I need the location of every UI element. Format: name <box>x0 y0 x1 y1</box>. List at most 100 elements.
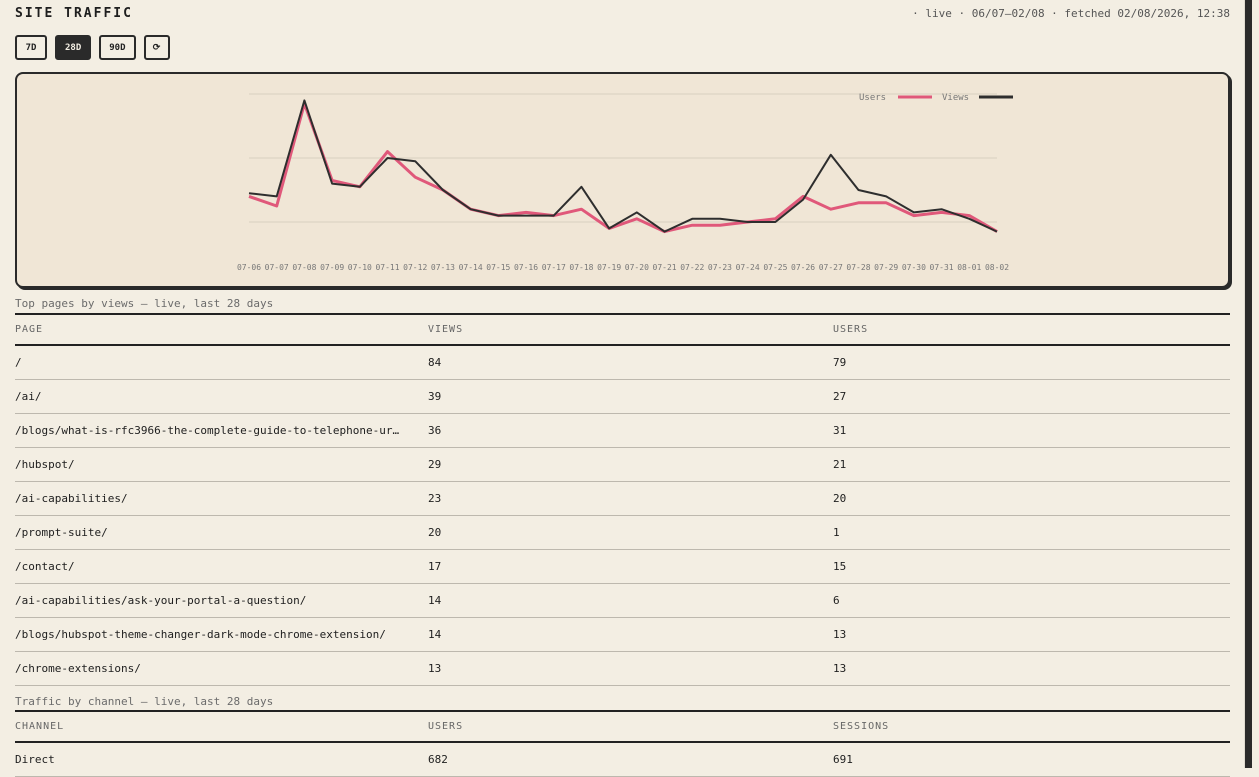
x-tick-label: 07-08 <box>292 263 316 272</box>
x-tick-label: 07-23 <box>708 263 732 272</box>
table-row: Direct 682 691 <box>15 742 1230 777</box>
page-path-cell: /blogs/hubspot-theme-changer-dark-mode-c… <box>15 617 428 652</box>
x-tick-label: 07-30 <box>902 263 926 272</box>
x-tick-label: 07-31 <box>930 263 954 272</box>
views-cell: 29 <box>428 447 833 482</box>
x-tick-label: 07-25 <box>763 263 787 272</box>
views-cell: 14 <box>428 583 833 618</box>
x-tick-label: 07-26 <box>791 263 815 272</box>
table-row: /blogs/what-is-rfc3966-the-complete-guid… <box>15 413 1230 448</box>
page-path-cell: /contact/ <box>15 549 428 584</box>
x-tick-label: 07-06 <box>237 263 261 272</box>
range-button-90d[interactable]: 90D <box>99 35 136 60</box>
x-tick-label: 07-19 <box>597 263 621 272</box>
series-line-views <box>248 99 998 233</box>
users-cell: 13 <box>833 651 1230 686</box>
table-row: /ai/39 27 <box>15 379 1230 414</box>
views-cell: 36 <box>428 413 833 448</box>
fetch-meta: · live · 06/07–02/08 · fetched 02/08/202… <box>912 7 1230 20</box>
page-path-cell: /prompt-suite/ <box>15 515 428 550</box>
channel-cell: Direct <box>15 742 428 777</box>
x-tick-label: 07-22 <box>680 263 704 272</box>
top-pages-caption: Top pages by views — live, last 28 days <box>15 297 274 310</box>
page-path-cell: /chrome-extensions/ <box>15 651 428 686</box>
table-header-row: CHANNEL USERS SESSIONS <box>15 710 1230 743</box>
users-cell: 79 <box>833 345 1230 380</box>
table-row: /prompt-suite/20 1 <box>15 515 1230 550</box>
users-cell: 20 <box>833 481 1230 516</box>
x-tick-label: 07-12 <box>403 263 427 272</box>
table-row: /hubspot/29 21 <box>15 447 1230 482</box>
users-cell: 31 <box>833 413 1230 448</box>
legend-label-users: Users <box>859 93 886 103</box>
column-header-users: USERS <box>428 710 833 743</box>
page-title: SITE TRAFFIC <box>15 6 133 21</box>
page-path-cell: /ai-capabilities/ask-your-portal-a-quest… <box>15 583 428 618</box>
refresh-button[interactable]: ⟳ <box>143 35 170 60</box>
traffic-chart-card: 07-06 07-07 07-08 07-09 07-10 07-11 07-12 07-13… <box>15 72 1230 288</box>
series-line-users <box>248 102 998 234</box>
table-header-row: PAGE VIEWS USERS <box>15 313 1230 346</box>
range-button-7d[interactable]: 7D <box>15 35 47 60</box>
views-cell: 23 <box>428 481 833 516</box>
users-cell: 15 <box>833 549 1230 584</box>
scrollbar-thumb[interactable] <box>1245 0 1252 768</box>
vertical-scrollbar[interactable] <box>1244 0 1259 768</box>
page-path-cell: / <box>15 345 428 380</box>
page-header: SITE TRAFFIC · live · 06/07–02/08 · fetc… <box>15 0 1230 34</box>
top-pages-table: PAGE VIEWS USERS /84 79/ai/39 27/blogs/wha… <box>15 313 1230 686</box>
users-cell: 13 <box>833 617 1230 652</box>
x-tick-label: 08-01 <box>957 263 981 272</box>
x-tick-label: 07-15 <box>486 263 510 272</box>
page-path-cell: /ai-capabilities/ <box>15 481 428 516</box>
x-tick-label: 07-17 <box>542 263 566 272</box>
legend-label-views: Views <box>942 93 969 103</box>
x-tick-label: 07-24 <box>736 263 760 272</box>
x-tick-label: 07-18 <box>569 263 593 272</box>
x-tick-label: 07-27 <box>819 263 843 272</box>
users-cell: 682 <box>428 742 833 777</box>
views-cell: 20 <box>428 515 833 550</box>
column-header-sessions: SESSIONS <box>833 710 1230 743</box>
table-row: /contact/17 15 <box>15 549 1230 584</box>
range-button-28d[interactable]: 28D <box>55 35 92 60</box>
table-row: /ai-capabilities/ask-your-portal-a-quest… <box>15 583 1230 618</box>
users-cell: 1 <box>833 515 1230 550</box>
channels-table: CHANNEL USERS SESSIONS Direct 682 691 <box>15 710 1230 777</box>
sessions-cell: 691 <box>833 742 1230 777</box>
views-cell: 84 <box>428 345 833 380</box>
x-tick-label: 07-09 <box>320 263 344 272</box>
column-header-views: VIEWS <box>428 313 833 346</box>
column-header-channel: CHANNEL <box>15 710 428 743</box>
table-row: /ai-capabilities/23 20 <box>15 481 1230 516</box>
users-cell: 21 <box>833 447 1230 482</box>
traffic-line-chart: 07-06 07-07 07-08 07-09 07-10 07-11 07-12 07-13… <box>237 93 1013 272</box>
views-cell: 13 <box>428 651 833 686</box>
x-tick-label: 07-11 <box>375 263 399 272</box>
column-header-users: USERS <box>833 313 1230 346</box>
x-tick-label: 07-21 <box>653 263 677 272</box>
views-cell: 14 <box>428 617 833 652</box>
x-tick-label: 07-13 <box>431 263 455 272</box>
page-path-cell: /hubspot/ <box>15 447 428 482</box>
x-tick-label: 07-28 <box>846 263 870 272</box>
table-row: /chrome-extensions/13 13 <box>15 651 1230 686</box>
x-tick-label: 07-14 <box>459 263 483 272</box>
table-row: /blogs/hubspot-theme-changer-dark-mode-c… <box>15 617 1230 652</box>
x-tick-label: 07-20 <box>625 263 649 272</box>
x-tick-label: 07-10 <box>348 263 372 272</box>
page-path-cell: /blogs/what-is-rfc3966-the-complete-guid… <box>15 413 428 448</box>
site-traffic-page: SITE TRAFFIC · live · 06/07–02/08 · fetc… <box>15 0 1230 777</box>
page-path-cell: /ai/ <box>15 379 428 414</box>
x-tick-label: 07-07 <box>265 263 289 272</box>
channels-caption: Traffic by channel — live, last 28 days <box>15 695 274 708</box>
views-cell: 17 <box>428 549 833 584</box>
column-header-page: PAGE <box>15 313 428 346</box>
refresh-icon: ⟳ <box>152 42 161 53</box>
users-cell: 27 <box>833 379 1230 414</box>
x-tick-label: 08-02 <box>985 263 1009 272</box>
range-selector: 7D 28D 90D ⟳ <box>15 35 170 60</box>
views-cell: 39 <box>428 379 833 414</box>
users-cell: 6 <box>833 583 1230 618</box>
x-tick-label: 07-16 <box>514 263 538 272</box>
